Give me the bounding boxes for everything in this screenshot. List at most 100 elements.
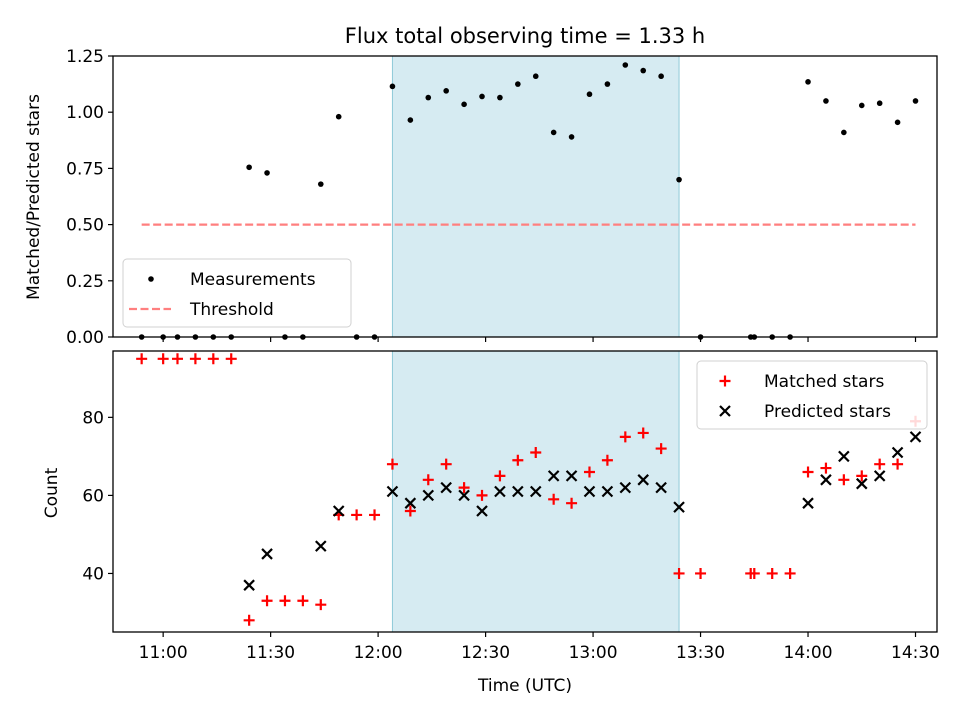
- predicted-star-marker: [261, 548, 273, 560]
- matched-star-marker: [784, 567, 796, 579]
- predicted-star-marker: [422, 489, 435, 502]
- predicted-star-marker: [637, 474, 650, 486]
- measurement-point: [841, 129, 847, 136]
- predicted-star-marker: [891, 446, 904, 459]
- legend-plus-icon: [719, 375, 731, 387]
- measurement-point: [317, 181, 324, 187]
- measurement-point: [658, 73, 664, 80]
- plot-frame: [112, 55, 938, 338]
- predicted-star-marker: [873, 470, 886, 482]
- measurement-point: [407, 117, 414, 123]
- measurement-point: [425, 94, 432, 101]
- legend-label: Matched stars: [764, 372, 884, 392]
- measurement-point: [604, 81, 611, 87]
- measurement-point: [876, 100, 883, 107]
- predicted-star-marker: [332, 505, 345, 517]
- y-tick-label: 1.00: [66, 103, 104, 123]
- matched-star-marker: [369, 509, 381, 521]
- y-tick-label: 60: [82, 486, 104, 506]
- matched-star-marker: [225, 353, 237, 365]
- predicted-star-marker: [565, 470, 578, 482]
- matched-star-marker: [512, 454, 524, 466]
- predicted-star-marker: [404, 497, 417, 509]
- x-tick-label: 11:30: [246, 643, 295, 663]
- predicted-star-marker: [583, 485, 596, 498]
- matched-star-marker: [802, 466, 814, 478]
- predicted-star-marker: [476, 505, 488, 517]
- predicted-star-marker: [909, 431, 922, 443]
- matched-star-marker: [171, 353, 183, 365]
- matched-star-marker: [189, 353, 201, 365]
- x-tick-label: 14:30: [891, 643, 940, 663]
- x-tick-label: 11:00: [139, 643, 188, 663]
- top-plot: 0.00 0.25 0.50 0.75 1.00 1.25 Measurements Thre…: [66, 47, 938, 348]
- measurement-point: [568, 134, 575, 140]
- matched-star-marker: [619, 431, 631, 443]
- top-y-axis-label: Matched/Predicted stars: [24, 94, 44, 300]
- measurement-point: [550, 129, 557, 136]
- y-tick-label: 0.50: [66, 216, 104, 236]
- predicted-star-marker: [655, 481, 667, 494]
- measurement-point: [894, 119, 901, 126]
- matched-star-marker: [261, 595, 273, 607]
- matched-star-marker: [766, 567, 778, 579]
- measurement-point: [497, 94, 503, 101]
- y-tick-label: 40: [82, 564, 104, 584]
- legend-label: Predicted stars: [764, 402, 891, 422]
- matched-star-marker: [315, 599, 327, 611]
- bottom-y-axis-label: Count: [42, 467, 62, 518]
- measurement-point: [264, 170, 270, 176]
- measurement-point: [823, 98, 829, 104]
- matched-star-marker: [601, 454, 613, 466]
- legend-box: [696, 360, 928, 430]
- matched-star-marker: [748, 567, 760, 579]
- matched-star-marker: [874, 458, 886, 470]
- bottom-plot: 40 60 80 11:00 11:30 12:00 12:30 13:00 13:30 14:0…: [82, 350, 940, 663]
- predicted-star-marker: [619, 481, 632, 494]
- matched-star-marker: [207, 353, 219, 365]
- measurement-point: [676, 176, 682, 183]
- matched-star-marker: [279, 595, 291, 607]
- matched-star-marker: [136, 353, 148, 365]
- matched-star-marker: [422, 474, 434, 486]
- matched-star-marker: [655, 443, 667, 455]
- legend-label: Measurements: [190, 270, 316, 290]
- measurement-point: [586, 91, 593, 98]
- matched-star-marker: [856, 470, 868, 482]
- matched-star-marker: [566, 497, 578, 509]
- x-tick-label: 14:00: [784, 643, 833, 663]
- measurement-point: [912, 98, 919, 104]
- y-tick-label: 80: [82, 408, 104, 428]
- x-tick-label: 12:30: [461, 643, 510, 663]
- predicted-star-marker: [458, 489, 470, 502]
- x-axis-label: Time (UTC): [477, 676, 572, 696]
- x-tick-label: 13:00: [569, 643, 618, 663]
- predicted-star-marker: [315, 540, 327, 552]
- matched-star-marker: [476, 489, 488, 501]
- measurement-point: [640, 67, 647, 74]
- predicted-star-marker: [547, 470, 560, 482]
- predicted-star-marker: [802, 497, 814, 509]
- x-tick-label: 12:00: [354, 643, 403, 663]
- measurement-point: [622, 62, 629, 68]
- matched-star-marker: [243, 614, 255, 626]
- matched-star-marker: [404, 505, 416, 517]
- legend-box: [122, 258, 352, 328]
- measurement-point: [515, 81, 521, 87]
- legend: Matched stars Predicted stars: [696, 360, 928, 430]
- measurement-point: [389, 83, 396, 90]
- y-tick-label: 0.00: [66, 328, 104, 348]
- predicted-star-marker: [440, 481, 452, 494]
- legend-x-icon: [719, 405, 731, 417]
- measurement-point: [532, 73, 539, 80]
- legend: Measurements Threshold: [122, 258, 352, 328]
- y-tick-label: 0.25: [66, 272, 104, 292]
- matched-star-marker: [530, 446, 542, 458]
- matched-star-marker: [892, 458, 904, 470]
- measurement-point: [335, 113, 342, 120]
- matched-star-marker: [637, 427, 649, 439]
- measurement-point: [461, 101, 467, 108]
- predicted-star-marker: [386, 485, 399, 498]
- matched-star-marker: [583, 466, 595, 478]
